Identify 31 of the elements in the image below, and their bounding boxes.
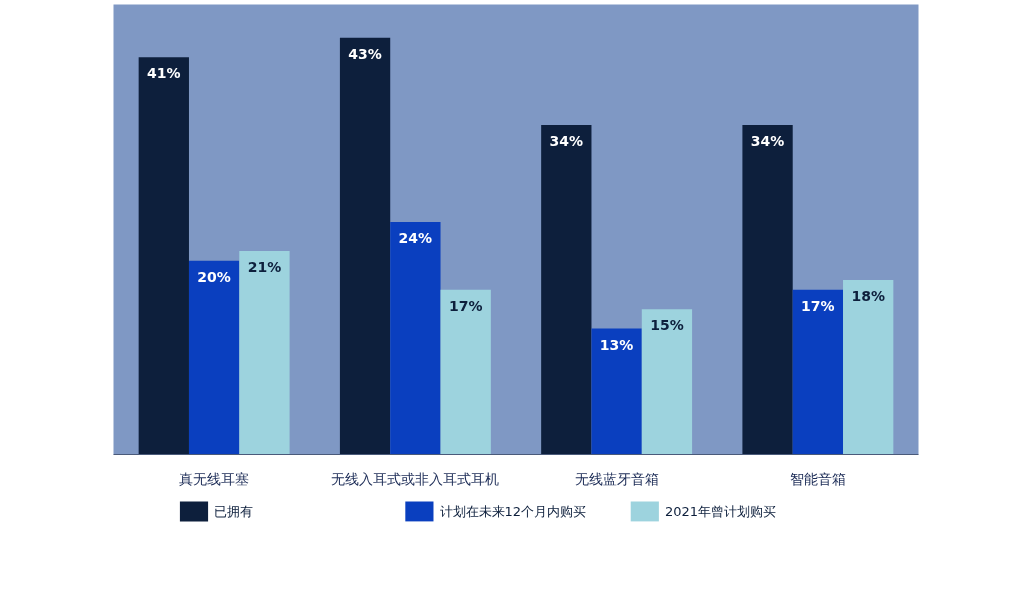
bar: [843, 280, 894, 455]
bar: [188, 260, 240, 455]
data-label: 43%: [348, 45, 382, 62]
data-label: 13%: [599, 336, 634, 353]
bar: [792, 289, 844, 455]
bar: [339, 37, 391, 455]
bar: [390, 221, 441, 455]
bar: [591, 328, 642, 455]
bar: [541, 125, 592, 455]
x-tick-label: 无线蓝牙音箱: [574, 470, 659, 487]
x-tick-label: 智能音箱: [789, 470, 846, 487]
data-label: 17%: [801, 297, 835, 314]
data-label: 24%: [398, 229, 433, 246]
x-tick-label: 真无线耳塞: [179, 470, 250, 487]
legend-label: 计划在未来12个月内购买: [439, 504, 587, 519]
legend-label: 已拥有: [214, 504, 254, 519]
legend-label: 2021年曾计划购买: [664, 504, 777, 519]
bar: [641, 309, 693, 455]
data-label: 15%: [650, 317, 684, 334]
bar: [138, 57, 189, 455]
data-label: 41%: [147, 65, 181, 82]
data-label: 17%: [448, 297, 483, 314]
bar: [440, 289, 491, 455]
bar: [742, 125, 793, 455]
data-label: 34%: [549, 133, 584, 150]
data-label: 21%: [247, 259, 282, 276]
data-label: 20%: [197, 268, 231, 285]
bar: [239, 251, 290, 455]
data-label: 34%: [750, 133, 785, 150]
x-tick-label: 无线入耳式或非入耳式耳机: [331, 470, 500, 487]
data-label: 18%: [851, 288, 885, 305]
